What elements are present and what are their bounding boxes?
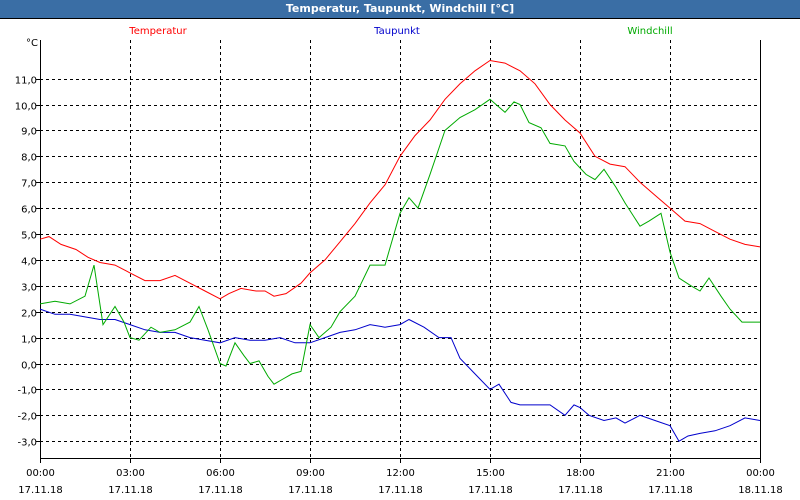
y-tick-label: 9,0 [21, 127, 37, 138]
y-axis-ticks: 11,0 10,0 9,0 8,0 7,0 6,0 5,0 4,0 3,0 2,0 1,0 0,0 -1… [15, 76, 40, 449]
y-tick-label: -3,0 [17, 438, 37, 449]
x-tick-time: 00:00 [26, 468, 55, 479]
x-tick-time: 09:00 [296, 468, 325, 479]
y-tick-label: 11,0 [15, 76, 37, 87]
x-tick-date: 17.11.18 [648, 485, 693, 496]
x-tick-time: 03:00 [116, 468, 145, 479]
series-line-taupunkt [39, 308, 761, 442]
legend-item-taupunkt: Taupunkt [373, 26, 420, 37]
window-title: Temperatur, Taupunkt, Windchill [°C] [0, 0, 800, 18]
x-tick-date: 17.11.18 [198, 485, 243, 496]
x-tick-date: 17.11.18 [108, 485, 153, 496]
grid-lines [40, 40, 760, 458]
x-tick-time: 00:00 [746, 468, 775, 479]
x-axis-ticks: 00:00 17.11.18 03:00 17.11.18 06:00 17.11.18 0… [18, 458, 783, 496]
legend-item-windchill: Windchill [627, 26, 672, 37]
y-tick-label: 5,0 [21, 231, 37, 242]
x-tick-date: 17.11.18 [18, 485, 63, 496]
x-tick-time: 18:00 [566, 468, 595, 479]
x-tick-time: 21:00 [656, 468, 685, 479]
x-tick-date: 17.11.18 [378, 485, 423, 496]
y-axis-label: °C [26, 38, 38, 49]
y-tick-label: 1,0 [21, 335, 37, 346]
x-tick-date: 17.11.18 [288, 485, 333, 496]
x-tick-time: 15:00 [476, 468, 505, 479]
x-tick-date: 18.11.18 [738, 485, 783, 496]
y-tick-label: 3,0 [21, 283, 37, 294]
y-tick-label: 4,0 [21, 257, 37, 268]
series-line-temperatur [39, 59, 761, 300]
legend: Temperatur Taupunkt Windchill [128, 26, 672, 37]
series-line-windchill [39, 98, 760, 385]
y-tick-label: 2,0 [21, 309, 37, 320]
series-lines [39, 59, 761, 442]
x-tick-time: 12:00 [386, 468, 415, 479]
y-tick-label: 7,0 [21, 179, 37, 190]
legend-item-temperatur: Temperatur [128, 26, 187, 37]
y-tick-label: -2,0 [17, 412, 37, 423]
y-tick-label: 6,0 [21, 205, 37, 216]
x-tick-time: 06:00 [206, 468, 235, 479]
y-tick-label: 0,0 [21, 361, 37, 372]
y-tick-label: 10,0 [15, 102, 37, 113]
y-tick-label: -1,0 [17, 386, 37, 397]
x-tick-date: 17.11.18 [468, 485, 513, 496]
x-tick-date: 17.11.18 [558, 485, 603, 496]
y-tick-label: 8,0 [21, 153, 37, 164]
